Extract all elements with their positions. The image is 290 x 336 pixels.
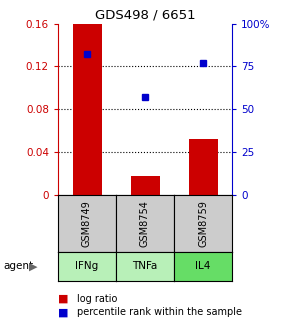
Text: agent: agent [3, 261, 33, 271]
Text: GDS498 / 6651: GDS498 / 6651 [95, 8, 195, 22]
Bar [188, 139, 218, 195]
Bar [72, 24, 102, 195]
Text: ■: ■ [58, 294, 68, 304]
Text: TNFa: TNFa [132, 261, 158, 271]
Text: GSM8759: GSM8759 [198, 200, 208, 247]
Text: log ratio: log ratio [77, 294, 117, 304]
Text: ■: ■ [58, 307, 68, 318]
Text: IL4: IL4 [195, 261, 211, 271]
Text: ▶: ▶ [29, 261, 38, 271]
Text: IFNg: IFNg [75, 261, 99, 271]
Text: percentile rank within the sample: percentile rank within the sample [77, 307, 242, 318]
Text: GSM8754: GSM8754 [140, 200, 150, 247]
Text: GSM8749: GSM8749 [82, 200, 92, 247]
Bar [130, 176, 160, 195]
